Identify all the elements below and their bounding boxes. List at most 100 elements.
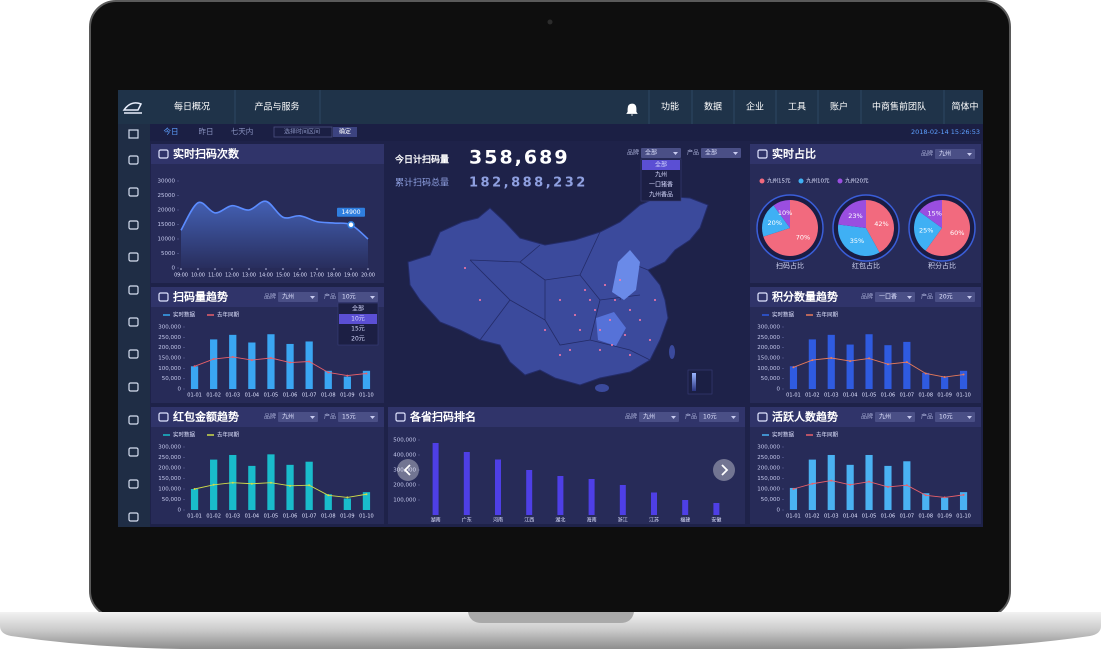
x-tick-label: 01-10 [956, 393, 971, 399]
filter-value[interactable]: 10元 [703, 414, 717, 421]
filter-select[interactable] [338, 292, 378, 302]
sidebar-icon[interactable] [128, 415, 139, 425]
y-tick-label: 200,000 [158, 345, 181, 351]
filter-label: 品牌 [921, 150, 933, 158]
filter-select[interactable] [699, 412, 739, 422]
nav-item[interactable]: 中商售前团队 [872, 101, 926, 113]
sidebar-icon[interactable] [128, 155, 139, 165]
bar [941, 376, 949, 389]
filter-value[interactable]: 九州 [939, 150, 951, 158]
filter-select[interactable] [935, 412, 975, 422]
bar [619, 485, 626, 515]
nav-item[interactable]: 简体中 [951, 101, 978, 113]
x-tick-label: 01-09 [340, 393, 355, 399]
filter-value[interactable]: 九州 [879, 413, 891, 421]
sidebar-icon[interactable] [128, 447, 139, 457]
line-point [212, 358, 215, 361]
line-point [365, 493, 368, 496]
sidebar-icon[interactable] [128, 129, 139, 139]
pie-slice [763, 200, 818, 257]
sidebar-icon[interactable] [128, 252, 139, 262]
dropdown-option[interactable]: 九州 [655, 171, 667, 179]
dropdown-option[interactable]: 15元 [351, 326, 365, 333]
caret [310, 416, 315, 419]
filter-select[interactable] [639, 412, 679, 422]
taiwan[interactable] [669, 345, 675, 359]
logo[interactable] [122, 102, 143, 114]
line-point [924, 372, 927, 375]
filter-value[interactable]: 15元 [342, 414, 356, 421]
hainan[interactable] [595, 384, 609, 392]
nav-item[interactable]: 账户 [830, 101, 848, 113]
dropdown-option[interactable]: 一口猪香 [649, 181, 673, 189]
sidebar-icon[interactable] [128, 349, 139, 359]
date-tab[interactable]: 七天内 [231, 126, 254, 136]
sidebar-icon[interactable] [128, 285, 139, 295]
filter-value[interactable]: 九州 [643, 413, 655, 421]
dropdown-option[interactable]: 九州香品 [649, 191, 673, 199]
caret [907, 416, 912, 419]
sidebar-icon[interactable] [128, 512, 139, 522]
highlight-province[interactable] [596, 312, 626, 346]
x-tick-dot [316, 268, 318, 270]
x-tick-label: 江苏 [649, 517, 659, 524]
x-tick-label: 01-06 [881, 393, 896, 399]
dropdown-option[interactable]: 10元 [351, 316, 365, 323]
y-tick-label: 400,000 [393, 453, 416, 459]
sidebar-icon[interactable] [128, 317, 139, 327]
nav-item[interactable]: 工具 [788, 102, 806, 113]
filter-value[interactable]: 10元 [342, 294, 356, 301]
filter-value[interactable]: 全部 [705, 149, 717, 157]
x-tick-label: 01-10 [956, 514, 971, 520]
filter-value[interactable]: 20元 [939, 294, 953, 301]
sidebar-icon[interactable] [128, 187, 139, 197]
filter-value[interactable]: 全部 [645, 149, 657, 157]
date-range-input[interactable] [273, 126, 333, 138]
bar [827, 454, 835, 510]
carousel-prev[interactable] [397, 459, 419, 481]
confirm-button[interactable] [333, 127, 357, 137]
panel-title: 活跃人数趋势 [772, 410, 838, 424]
nav-item[interactable]: 产品与服务 [254, 101, 299, 113]
filter-select[interactable] [701, 148, 741, 158]
sidebar-icon[interactable] [128, 479, 139, 489]
filter-select[interactable] [875, 412, 915, 422]
nav-item[interactable]: 企业 [746, 101, 764, 113]
filter-value[interactable]: 10元 [939, 414, 953, 421]
annotation-box [337, 207, 365, 217]
filter-select[interactable] [641, 148, 681, 158]
pie-slice [838, 200, 866, 228]
line-point [289, 484, 292, 487]
dropdown-option[interactable]: 20元 [351, 336, 365, 343]
filter-select[interactable] [338, 412, 378, 422]
confirm-label[interactable]: 确定 [339, 128, 351, 136]
dropdown-option[interactable]: 全部 [655, 161, 667, 169]
nav-item[interactable]: 功能 [661, 101, 679, 113]
filter-value[interactable]: 一口香 [879, 293, 897, 301]
filter-select[interactable] [935, 149, 975, 159]
filter-select[interactable] [278, 292, 318, 302]
legend-label: 实时数据 [772, 311, 795, 319]
date-tab[interactable]: 昨日 [199, 126, 214, 136]
bell-icon[interactable] [626, 103, 638, 116]
nav-item[interactable]: 数据 [704, 101, 722, 113]
dropdown-option[interactable]: 全部 [352, 305, 364, 313]
date-range-placeholder[interactable]: 选择时间区间 [284, 128, 320, 136]
filter-select[interactable] [875, 292, 915, 302]
nav-item[interactable]: 每日概况 [174, 101, 210, 113]
today-value: 358,689 [469, 147, 570, 169]
x-tick-label: 01-05 [264, 393, 279, 399]
filter-select[interactable] [935, 292, 975, 302]
bar [865, 334, 873, 389]
filter-value[interactable]: 九州 [282, 293, 294, 301]
filter-value[interactable]: 九州 [282, 413, 294, 421]
sidebar-icon[interactable] [128, 220, 139, 230]
filter-select[interactable] [278, 412, 318, 422]
sidebar-icon[interactable] [128, 382, 139, 392]
carousel-next[interactable] [713, 459, 735, 481]
highlight-province[interactable] [612, 250, 640, 300]
pie-slice [837, 224, 880, 257]
line-point [365, 372, 368, 375]
date-tab[interactable]: 今日 [164, 126, 179, 136]
china-map[interactable] [407, 195, 709, 386]
